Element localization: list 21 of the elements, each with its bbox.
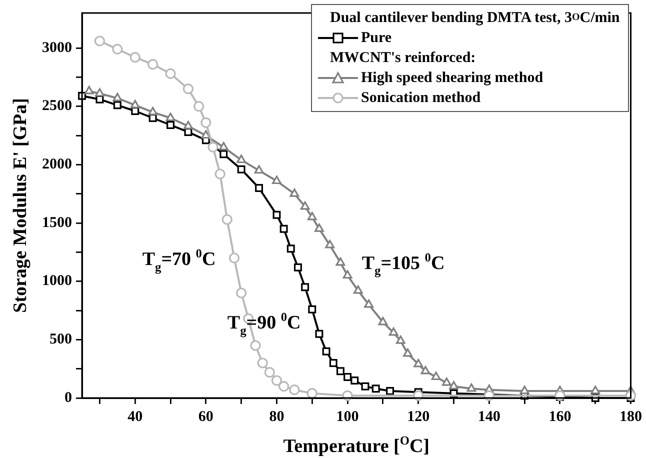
y-tick-label: 0 [64,390,72,406]
legend-label: Pure [361,29,392,48]
y-tick-label: 500 [50,332,72,348]
y-tick-label: 1500 [42,214,72,231]
x-tick-label: 140 [478,408,500,425]
legend-title: Dual cantilever bending DMTA test, 3$^{O}$C/min [329,9,620,28]
y-tick-label: 2500 [42,98,72,114]
x-tick-label: 160 [548,408,572,425]
annotation: MWCNT's reinforced: [329,49,477,68]
y-axis-title: Storage Modulus E' [GPa] [10,98,31,313]
x-tick-label: 60 [198,408,214,425]
y-tick-label: 3000 [42,40,72,56]
x-tick-label: 40 [128,408,143,425]
legend-label: High speed shearing method [361,69,544,88]
y-tick-label: 2000 [42,156,72,173]
x-tick-label: 80 [269,408,284,425]
y-tick-label: 1000 [42,273,72,290]
x-tick-label: 180 [620,408,642,425]
x-tick-label: 100 [336,408,359,425]
legend-label: Sonication method [361,89,481,108]
x-tick-label: 120 [407,408,430,425]
